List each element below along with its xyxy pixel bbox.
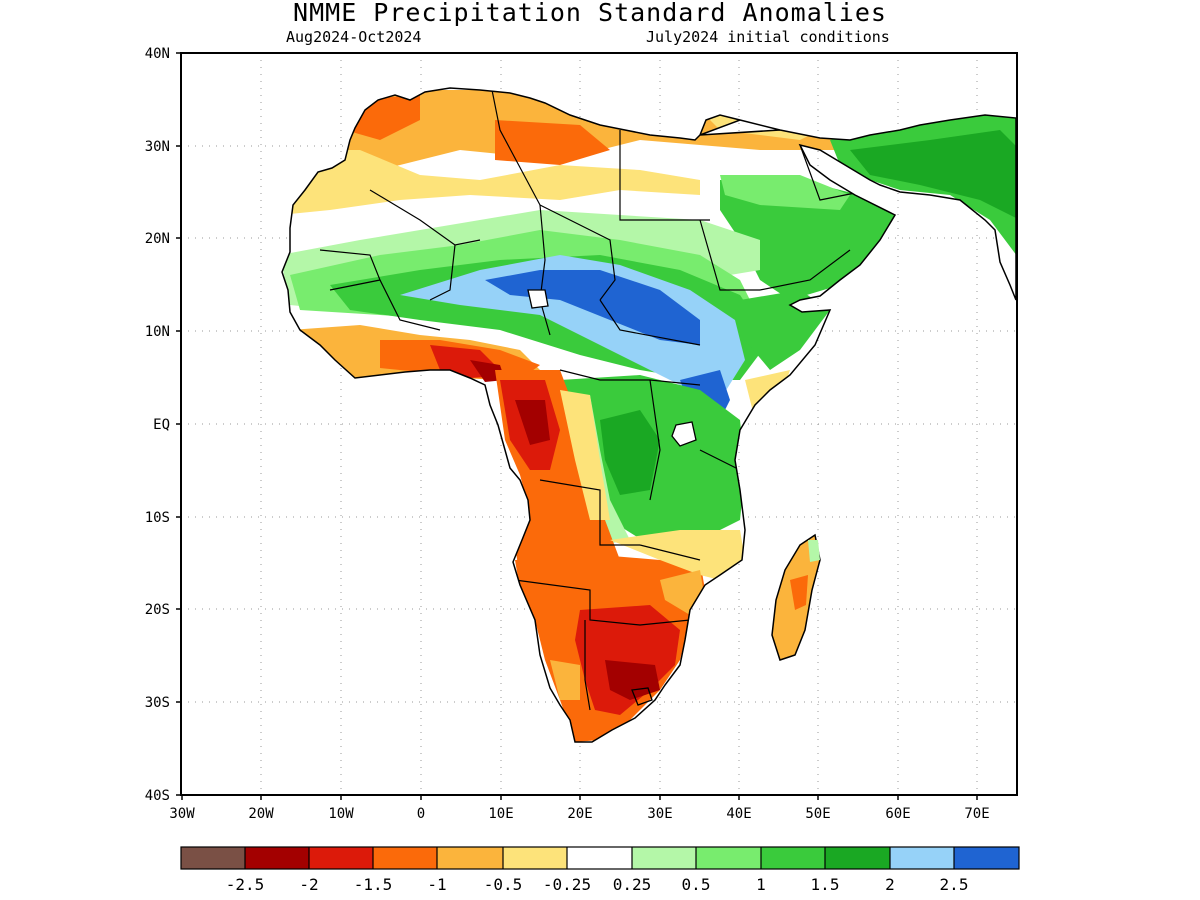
colorbar-label: -1 <box>427 875 446 894</box>
lat-label: 40N <box>145 46 170 62</box>
colorbar-swatch <box>954 847 1019 869</box>
longitude-axis <box>181 795 978 800</box>
anomaly-region <box>605 660 660 700</box>
colorbar-swatch <box>245 847 309 869</box>
lon-label: 40E <box>726 806 751 822</box>
colorbar-label: 2.5 <box>940 875 969 894</box>
anomaly-region <box>560 390 610 520</box>
colorbar-label: 1.5 <box>811 875 840 894</box>
anomaly-region <box>495 120 610 165</box>
colorbar-swatch <box>373 847 437 869</box>
lat-label: 20N <box>145 231 170 247</box>
colorbar-label: -2 <box>299 875 318 894</box>
lat-label: EQ <box>153 417 170 433</box>
anomaly-region <box>515 400 550 445</box>
colorbar-swatch <box>890 847 954 869</box>
anomaly-region <box>610 530 745 580</box>
colorbar-label: 1 <box>756 875 766 894</box>
colorbar-label: -1.5 <box>354 875 393 894</box>
anomaly-fields <box>282 88 1016 742</box>
lon-label: 70E <box>964 806 989 822</box>
colorbar-swatch <box>696 847 761 869</box>
lon-label: 10W <box>328 806 354 822</box>
colorbar-swatch <box>437 847 503 869</box>
lat-label: 40S <box>145 788 170 804</box>
anomaly-region <box>720 175 850 210</box>
colorbar-swatch <box>503 847 567 869</box>
anomaly-region <box>550 660 580 700</box>
lon-label: 20W <box>248 806 274 822</box>
lat-label: 10S <box>145 510 170 526</box>
anomaly-region <box>850 130 1016 220</box>
anomaly-region <box>720 180 895 300</box>
lat-label: 30S <box>145 695 170 711</box>
colorbar-swatch <box>761 847 825 869</box>
lon-label: 10E <box>488 806 513 822</box>
forecast-period: Aug2024-Oct2024 <box>286 28 422 46</box>
colorbar-label: -0.5 <box>484 875 523 894</box>
colorbar-swatch <box>567 847 632 869</box>
country-borders <box>319 88 871 711</box>
lon-label: 30E <box>647 806 672 822</box>
lon-label: 20E <box>567 806 592 822</box>
lat-label: 10N <box>145 324 170 340</box>
lat-label: 30N <box>145 139 170 155</box>
lon-label: 60E <box>885 806 910 822</box>
map-title: NMME Precipitation Standard Anomalies <box>293 0 887 27</box>
lon-label: 50E <box>805 806 830 822</box>
initial-conditions: July2024 initial conditions <box>646 28 890 46</box>
lon-label: 0 <box>417 806 425 822</box>
colorbar-label: 0.5 <box>682 875 711 894</box>
anomaly-region <box>575 605 680 715</box>
colorbar-label: 0.25 <box>613 875 652 894</box>
anomaly-region <box>485 270 700 345</box>
colorbar-label: 2 <box>885 875 895 894</box>
colorbar-label: -2.5 <box>226 875 265 894</box>
colorbar-swatch <box>825 847 890 869</box>
colorbar-swatch <box>309 847 373 869</box>
latitude-axis <box>176 52 181 796</box>
anomaly-region <box>600 410 660 495</box>
anomaly-region <box>450 93 530 115</box>
colorbar-swatch <box>632 847 696 869</box>
colorbar-label: -0.25 <box>543 875 591 894</box>
lon-label: 30W <box>169 806 195 822</box>
colorbar-swatch <box>181 847 245 869</box>
lakes <box>527 289 697 706</box>
colorbar: -2.5 -2 -1.5 -1 -0.5 -0.25 0.25 0.5 1 1.… <box>180 846 1020 894</box>
lat-label: 20S <box>145 602 170 618</box>
madagascar <box>771 533 821 661</box>
